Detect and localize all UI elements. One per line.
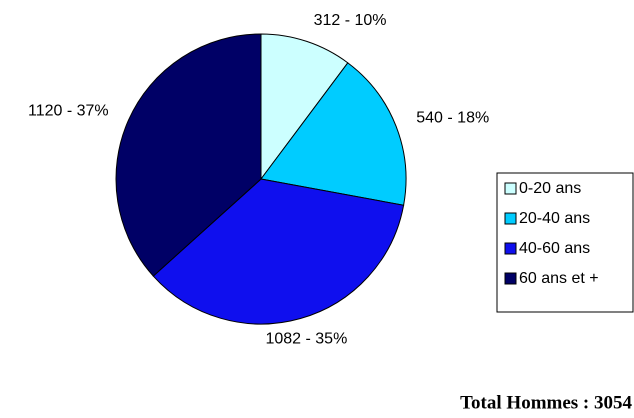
legend-swatch: [504, 272, 517, 285]
legend-box: [496, 172, 634, 313]
legend-label: 60 ans et +: [519, 270, 599, 287]
data-label: 1120 - 37%: [28, 102, 109, 119]
data-label: 540 - 18%: [416, 109, 489, 126]
legend-label: 0-20 ans: [519, 180, 581, 197]
total-annotation: Total Hommes : 3054: [460, 392, 632, 413]
pie-slice: [260, 62, 407, 206]
legend-label: 20-40 ans: [519, 210, 590, 227]
legend-swatch: [504, 182, 517, 195]
legend-swatch: [504, 242, 517, 255]
pie-slice: [152, 178, 405, 325]
data-label: 1082 - 35%: [265, 331, 347, 348]
legend-swatch: [504, 212, 517, 225]
pie-slice: [115, 33, 262, 277]
legend-label: 40-60 ans: [519, 240, 590, 257]
data-label: 312 - 10%: [314, 12, 387, 29]
pie-slice: [260, 33, 349, 181]
